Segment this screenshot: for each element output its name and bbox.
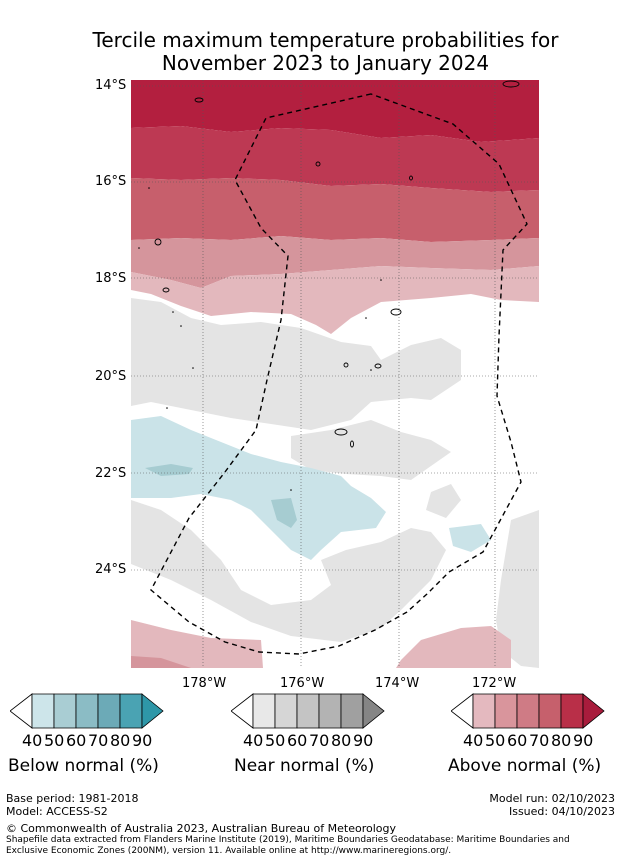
colorbar-segment — [97, 693, 121, 729]
below-normal-colorbar — [10, 693, 164, 729]
near-normal-region-east — [496, 510, 539, 668]
lat-label-20s: 20°S — [95, 369, 127, 384]
below-normal-50-region-east — [449, 524, 491, 552]
below-normal-label: Below normal (%) — [8, 756, 159, 776]
below-normal-60-region-west — [145, 464, 193, 476]
colorbar-tick-label: 70 — [88, 731, 109, 750]
above-normal-70-band — [131, 178, 539, 242]
above-normal-60-band — [131, 236, 539, 288]
lon-label-174w: 174°W — [375, 676, 420, 691]
eez-boundary — [150, 93, 528, 655]
above-normal-label: Above normal (%) — [448, 756, 602, 776]
lon-label-176w: 176°W — [280, 676, 325, 691]
above-normal-80-band — [131, 126, 539, 192]
colorbar-tick-label: 90 — [132, 731, 153, 750]
colorbar-upper-tip — [582, 693, 605, 729]
colorbar-segment — [31, 693, 55, 729]
below-normal-50-region — [131, 416, 386, 560]
map-title-line1: Tercile maximum temperature probabilitie… — [92, 28, 559, 52]
near-normal-colorbar — [231, 693, 385, 729]
near-normal-region-central — [291, 420, 451, 480]
colorbar-tick-label: 90 — [353, 731, 374, 750]
model-name: Model: ACCESS-S2 — [6, 805, 108, 818]
near-normal-region-southeast — [426, 484, 461, 518]
colorbar-segment — [75, 693, 99, 729]
issued-date: Issued: 04/10/2023 — [508, 805, 615, 818]
colorbar-segment — [252, 693, 276, 729]
map-title-line2: November 2023 to January 2024 — [161, 51, 490, 75]
colorbar-upper-tip — [362, 693, 385, 729]
lat-label-18s: 18°S — [95, 271, 127, 286]
colorbar-segment — [472, 693, 496, 729]
colorbar-tick-label: 40 — [463, 731, 484, 750]
colorbar-tick-label: 70 — [529, 731, 550, 750]
lat-label-16s: 16°S — [95, 174, 127, 189]
graticule — [131, 80, 539, 668]
above-normal-colorbar — [451, 693, 605, 729]
base-period: Base period: 1981-2018 — [6, 792, 139, 805]
shapefile-credit-line2: Exclusive Economic Zones (200NM), versio… — [6, 846, 452, 856]
colorbar-tick-label: 50 — [44, 731, 65, 750]
colorbar-tick-label: 60 — [287, 731, 308, 750]
above-normal-90-band — [131, 80, 539, 142]
colorbar-tick-label: 80 — [551, 731, 572, 750]
colorbar-tick-label: 50 — [485, 731, 506, 750]
colorbar-lower-tip — [451, 693, 474, 729]
colorbar-upper-tip — [141, 693, 164, 729]
colorbar-segment — [560, 693, 584, 729]
above-normal-50-band — [131, 266, 539, 334]
near-normal-region-southwest — [131, 500, 446, 642]
above-normal-50-region-southeast — [396, 626, 511, 668]
colorbar-tick-label: 90 — [573, 731, 594, 750]
near-normal-label: Near normal (%) — [234, 756, 375, 776]
colorbar-segment — [119, 693, 143, 729]
model-run: Model run: 02/10/2023 — [489, 792, 615, 805]
colorbar-lower-tip — [231, 693, 254, 729]
probability-map — [131, 80, 539, 668]
lon-label-172w: 172°W — [472, 676, 517, 691]
islands — [154, 80, 520, 448]
colorbar-segment — [516, 693, 540, 729]
colorbar-lower-tip — [10, 693, 33, 729]
colorbar-tick-label: 80 — [331, 731, 352, 750]
near-normal-region-north — [131, 298, 461, 430]
colorbar-segment — [340, 693, 364, 729]
colorbar-tick-label: 60 — [66, 731, 87, 750]
colorbar-segment — [296, 693, 320, 729]
lat-label-14s: 14°S — [95, 78, 127, 93]
colorbar-tick-label: 60 — [507, 731, 528, 750]
above-normal-50-region-southwest — [131, 620, 263, 668]
colorbar-segment — [318, 693, 342, 729]
lat-label-22s: 22°S — [95, 466, 127, 481]
above-normal-60-region-southwest — [131, 656, 191, 668]
colorbar-tick-label: 40 — [243, 731, 264, 750]
copyright-notice: © Commonwealth of Australia 2023, Austra… — [6, 822, 396, 835]
colorbar-segment — [274, 693, 298, 729]
lon-label-178w: 178°W — [182, 676, 227, 691]
island-dots — [138, 187, 382, 491]
below-normal-60-region-south — [271, 498, 297, 528]
lat-label-24s: 24°S — [95, 562, 127, 577]
colorbar-segment — [494, 693, 518, 729]
colorbar-tick-label: 80 — [110, 731, 131, 750]
colorbar-tick-label: 70 — [309, 731, 330, 750]
colorbar-tick-label: 40 — [22, 731, 43, 750]
colorbar-segment — [538, 693, 562, 729]
colorbar-tick-label: 50 — [265, 731, 286, 750]
shapefile-credit-line1: Shapefile data extracted from Flanders M… — [6, 835, 570, 845]
colorbar-segment — [53, 693, 77, 729]
